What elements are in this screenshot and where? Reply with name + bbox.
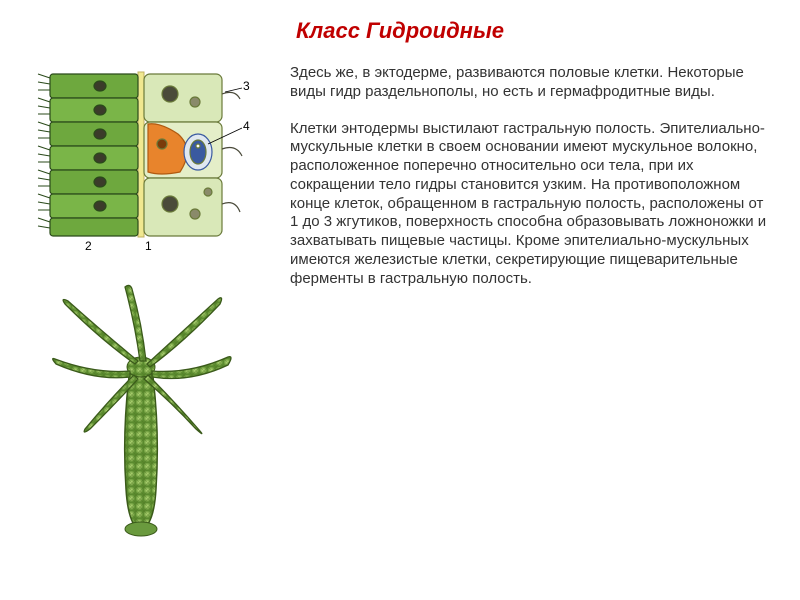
diagram-label-4: 4 [243, 119, 250, 133]
diagram-label-1: 1 [145, 239, 152, 253]
diagram-label-2: 2 [85, 239, 92, 253]
page-title: Класс Гидроидные [0, 0, 800, 44]
content-area: 1 2 3 4 [0, 44, 800, 554]
text-column: Здесь же, в эктодерме, развиваются полов… [290, 64, 770, 544]
title-text: Класс Гидроидные [296, 18, 504, 43]
hydra-illustration [30, 274, 250, 544]
paragraph-2: Клетки энтодермы выстилают гастральную п… [290, 120, 770, 289]
image-column: 1 2 3 4 [30, 64, 270, 544]
paragraph-1: Здесь же, в эктодерме, развиваются полов… [290, 64, 770, 102]
cell-layer-diagram: 1 2 3 4 [30, 64, 250, 254]
diagram-label-3: 3 [243, 79, 250, 93]
